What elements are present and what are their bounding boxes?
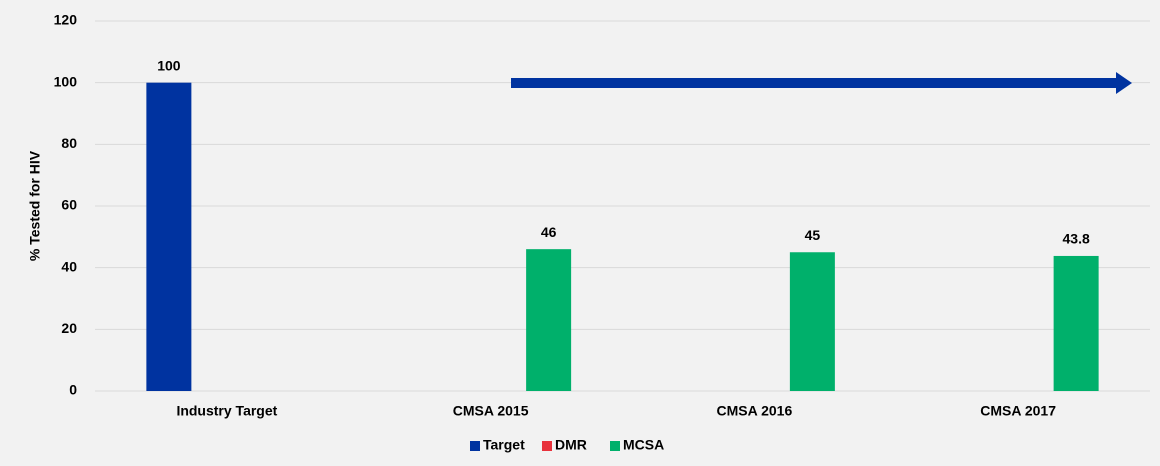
y-tick-label: 40 [61,258,77,274]
bar [526,249,572,391]
y-tick-label: 120 [54,12,78,28]
x-tick-label: CMSA 2017 [980,403,1056,419]
data-label: 43.8 [1063,231,1090,247]
legend-swatch [470,441,480,451]
y-axis-label: % Tested for HIV [27,150,43,261]
legend-swatch [610,441,620,451]
y-tick-label: 80 [61,135,77,151]
y-tick-label: 20 [61,320,77,336]
data-label: 100 [157,57,181,73]
legend-label: DMR [555,437,587,453]
legend-label: MCSA [623,437,664,453]
x-tick-label: CMSA 2015 [453,403,529,419]
bar [146,82,192,392]
bar [789,252,835,391]
data-label: 45 [805,227,821,243]
y-tick-label: 60 [61,197,77,213]
trend-arrow [511,72,1132,94]
legend-swatch [542,441,552,451]
bar [1053,255,1099,391]
legend-label: Target [483,437,525,453]
y-tick-label: 0 [69,382,77,398]
y-tick-label: 100 [54,73,78,89]
x-tick-label: Industry Target [176,403,277,419]
x-tick-label: CMSA 2016 [717,403,793,419]
data-label: 46 [541,224,557,240]
